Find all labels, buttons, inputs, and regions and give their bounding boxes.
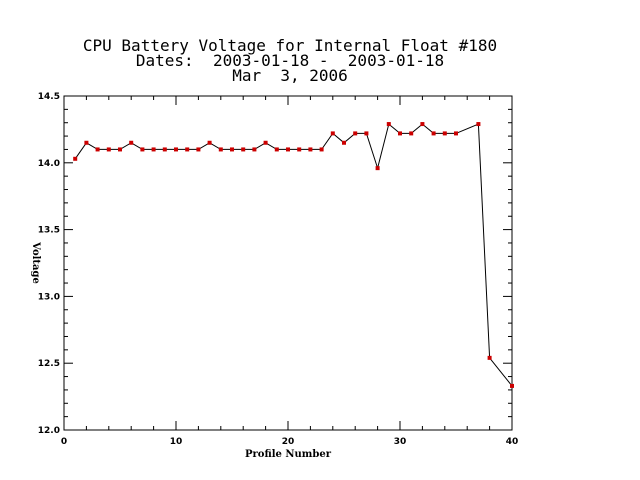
title-line-1: CPU Battery Voltage for Internal Float #… <box>82 36 498 55</box>
data-point <box>263 140 268 145</box>
data-point <box>308 147 313 152</box>
x-tick-label: 0 <box>61 437 67 447</box>
data-point <box>151 147 156 152</box>
series-voltage <box>73 122 514 388</box>
data-point <box>218 147 223 152</box>
data-point <box>319 147 324 152</box>
data-point <box>420 122 425 127</box>
y-tick-label: 12.5 <box>38 359 60 369</box>
y-tick-label: 14.5 <box>38 92 60 102</box>
x-tick-label: 20 <box>282 437 295 447</box>
data-point <box>207 140 212 145</box>
data-point <box>375 166 380 171</box>
data-point <box>487 355 492 360</box>
y-tick-label: 14.0 <box>38 159 60 169</box>
data-point <box>196 147 201 152</box>
data-point <box>230 147 234 152</box>
y-tick-label: 12.0 <box>38 426 60 436</box>
data-point <box>252 147 257 152</box>
data-point <box>129 140 134 145</box>
x-axis: 0 10 20 30 40 <box>61 96 518 447</box>
data-point <box>286 147 290 152</box>
data-point <box>140 147 145 152</box>
data-point <box>297 147 302 152</box>
data-point <box>118 147 122 152</box>
data-point <box>353 131 358 136</box>
y-tick-label: 13.5 <box>38 226 60 236</box>
x-axis-label: Profile Number <box>245 449 332 460</box>
y-axis-label: Voltage <box>30 241 41 284</box>
data-point <box>274 147 279 152</box>
data-point <box>185 147 190 152</box>
x-tick-label: 40 <box>506 437 519 447</box>
title-line-3: Mar 3, 2006 <box>232 66 348 85</box>
data-point <box>398 131 402 136</box>
data-point <box>386 122 391 127</box>
data-point <box>84 140 89 145</box>
data-point <box>95 147 100 152</box>
data-point <box>330 131 335 136</box>
data-point <box>409 131 414 136</box>
series-line <box>74 123 513 387</box>
plot-frame <box>63 95 513 431</box>
data-point <box>73 156 78 161</box>
data-point <box>454 131 458 136</box>
data-point <box>510 383 514 388</box>
data-point <box>364 131 369 136</box>
data-point <box>174 147 178 152</box>
data-point <box>431 131 436 136</box>
title-line-2: Dates: 2003-01-18 - 2003-01-18 <box>135 51 445 70</box>
y-tick-label: 13.0 <box>38 292 60 302</box>
chart-title: CPU Battery Voltage for Internal Float #… <box>0 36 580 85</box>
x-tick-label: 30 <box>394 437 407 447</box>
data-point <box>442 131 447 136</box>
data-point <box>106 147 111 152</box>
data-point <box>162 147 167 152</box>
y-axis: 12.0 12.5 13.0 13.5 14.0 14.5 <box>38 92 512 436</box>
data-point <box>241 147 246 152</box>
x-tick-label: 10 <box>170 437 183 447</box>
data-point <box>342 140 346 145</box>
data-point <box>476 122 481 127</box>
